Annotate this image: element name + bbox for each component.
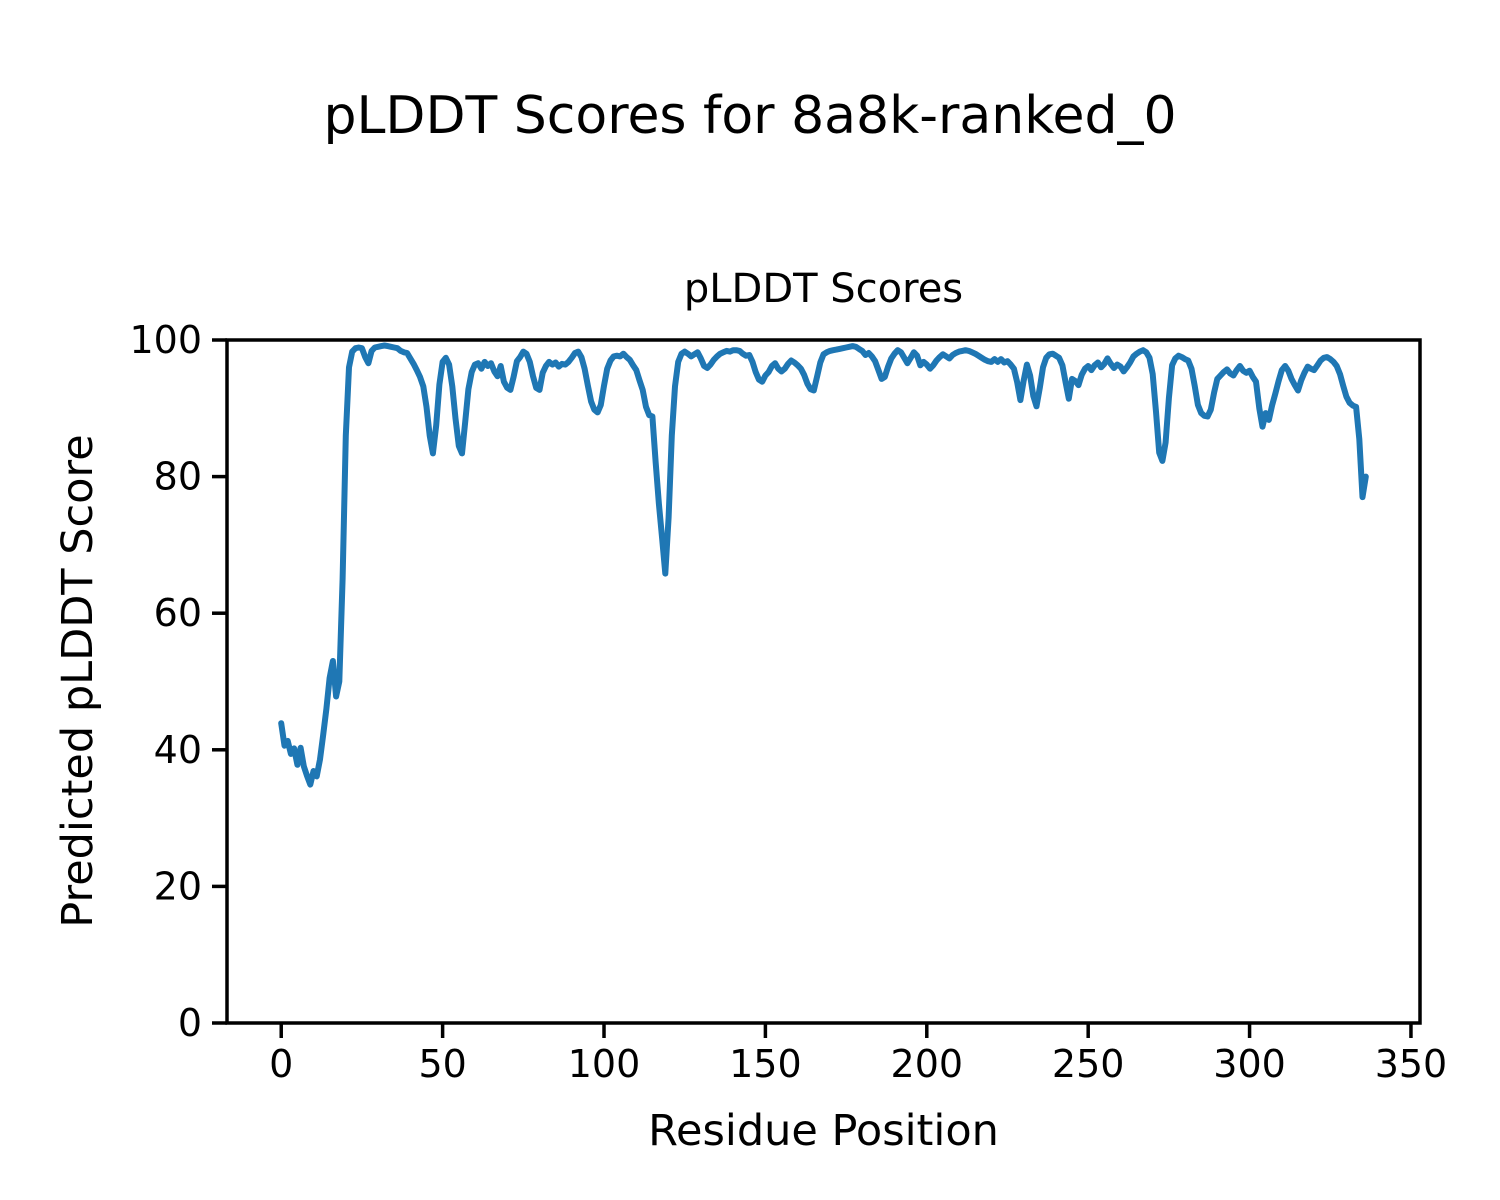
x-tick-label: 50 <box>418 1042 466 1086</box>
y-tick-label: 60 <box>154 591 202 635</box>
y-tick-label: 0 <box>178 1001 202 1045</box>
plddt-line <box>278 342 1369 788</box>
y-tick-label: 20 <box>154 864 202 908</box>
axes-title: pLDDT Scores <box>683 266 964 312</box>
figure-title: pLDDT Scores for 8a8k-ranked_0 <box>323 86 1177 146</box>
x-tick-label: 300 <box>1213 1042 1286 1086</box>
y-tick-label: 80 <box>154 455 202 499</box>
x-tick-label: 0 <box>269 1042 293 1086</box>
x-tick-label: 150 <box>729 1042 802 1086</box>
y-tick-label: 100 <box>129 318 202 362</box>
x-tick-label: 200 <box>891 1042 964 1086</box>
axes-spines <box>225 338 1422 1025</box>
x-axis-label: Residue Position <box>648 1106 999 1156</box>
x-tick-label: 100 <box>568 1042 641 1086</box>
y-axis-label: Predicted pLDDT Score <box>53 434 103 928</box>
y-tick-label: 40 <box>154 728 202 772</box>
x-tick-label: 350 <box>1375 1042 1448 1086</box>
x-tick-label: 250 <box>1052 1042 1125 1086</box>
